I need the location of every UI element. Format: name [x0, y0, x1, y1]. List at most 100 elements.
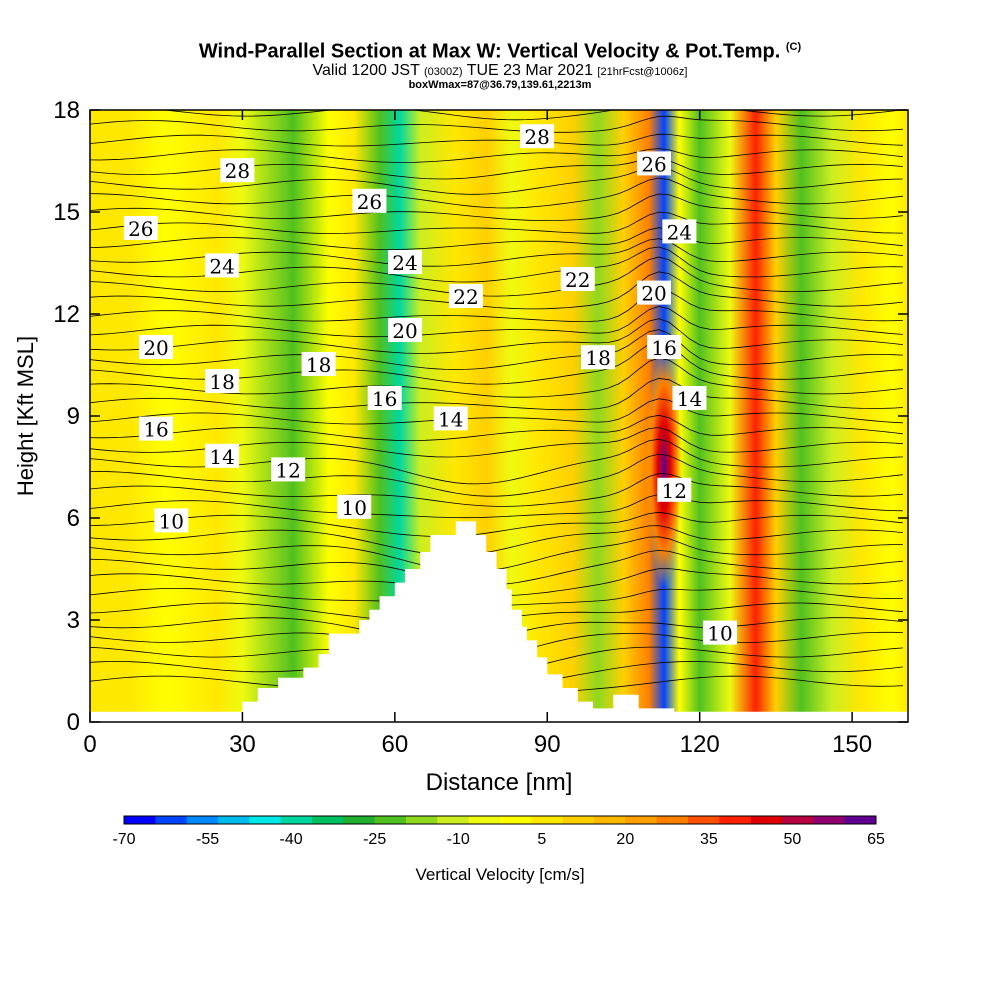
contour-label: 14	[672, 386, 707, 411]
contour-label-box	[636, 280, 671, 305]
colorbar-segment	[688, 816, 720, 824]
contour-label-box	[581, 345, 616, 370]
terrain-mask	[90, 521, 908, 722]
contour-label-text: 18	[585, 346, 610, 370]
isentrope-line	[90, 377, 903, 411]
isentrope-line	[90, 398, 903, 425]
contour-label-box	[352, 188, 387, 213]
isentrope-line	[90, 256, 903, 297]
y-tick-label: 9	[67, 403, 80, 430]
y-tick-label: 18	[53, 97, 80, 124]
colorbar-segment	[813, 816, 845, 824]
contour-label-text: 12	[662, 479, 687, 503]
copyright-mark: (C)	[785, 41, 802, 53]
colorbar-segment	[500, 816, 532, 824]
contour-label: 18	[301, 352, 336, 377]
contour-label-box	[220, 158, 255, 183]
isentrope-line	[90, 329, 903, 371]
colorbar-tick-label: 65	[867, 831, 885, 848]
colorbar-segment	[124, 816, 156, 824]
contour-label-text: 14	[677, 387, 702, 411]
x-tick-label: 150	[832, 731, 872, 758]
colorbar-segment	[155, 816, 187, 824]
contour-label: 24	[205, 253, 240, 278]
contour-label-box	[139, 416, 174, 441]
contour-label-box	[433, 406, 468, 431]
y-tick-label: 3	[67, 607, 80, 634]
contour-label: 12	[271, 457, 306, 482]
contour-label: 18	[581, 345, 616, 370]
isentrope-line	[90, 115, 903, 133]
isentrope-line	[90, 177, 903, 209]
contour-label-text: 10	[341, 496, 366, 520]
contour-label-text: 26	[357, 190, 382, 214]
y-tick-label: 12	[53, 301, 80, 328]
colorbar-segment	[750, 816, 783, 824]
valid-prefix: Valid 1200 JST	[312, 61, 420, 79]
chart-title-text: Wind-Parallel Section at Max W: Vertical…	[198, 40, 781, 63]
contour-label: 10	[703, 620, 738, 646]
contour-label: 20	[636, 280, 671, 306]
contour-label-text: 22	[565, 268, 590, 292]
colorbar-segment	[844, 816, 877, 824]
y-axis-label: Height [Kft MSL]	[13, 336, 38, 496]
contour-label-text: 26	[641, 152, 666, 176]
contour-label-box	[301, 352, 336, 376]
colorbar-tick-label: -40	[280, 831, 303, 848]
x-axis-label: Distance [nm]	[426, 769, 573, 796]
colorbar-tick-label: 50	[784, 831, 802, 848]
colorbar-tick-label: -25	[363, 831, 386, 848]
x-tick-label: 60	[381, 731, 408, 758]
contour-label: 18	[205, 369, 240, 394]
box-info: boxWmax=87@36.79,139.61,2213m	[408, 78, 592, 91]
valid-zulu: (0300Z)	[424, 65, 463, 78]
colorbar-segment	[406, 816, 438, 824]
contour-label-text: 10	[707, 622, 732, 646]
y-axis: 0 3 6 9 12 15 18	[53, 97, 908, 736]
colorbar-tick-label: -55	[196, 831, 219, 848]
colorbar-tick-label: 20	[616, 831, 634, 848]
contour-label-box	[647, 335, 682, 359]
isentrope-line	[90, 473, 903, 507]
contour-label-text: 16	[651, 336, 676, 360]
forecast-info: [21hrFcst@1006z]	[597, 65, 688, 78]
colorbar-label: Vertical Velocity [cm/s]	[415, 865, 584, 884]
isentrope-line	[90, 148, 903, 163]
isentrope-line	[90, 133, 903, 147]
colorbar-tick-label: 5	[537, 831, 546, 848]
colorbar-segment	[343, 816, 375, 824]
contour-label: 24	[662, 219, 697, 244]
isentrope-line	[90, 289, 903, 323]
contour-label-box	[388, 250, 423, 274]
contour-label: 10	[154, 508, 189, 533]
contour-label-box	[367, 386, 402, 410]
contour-label-text: 16	[372, 387, 397, 411]
contour-label-box	[520, 124, 555, 149]
valid-time-line: Valid 1200 JST (0300Z) TUE 23 Mar 2021 […	[0, 61, 1000, 80]
x-tick-label: 90	[534, 731, 561, 758]
colorbar-segment	[782, 816, 814, 824]
colorbar-segment	[186, 816, 219, 824]
contour-label: 22	[560, 267, 595, 292]
isentrope-line	[161, 110, 903, 121]
colorbar-segment	[312, 816, 344, 824]
contour-label-text: 24	[392, 251, 417, 275]
x-tick-label: 120	[680, 731, 720, 758]
contour-label-box	[205, 443, 240, 468]
colorbar-frame	[123, 815, 877, 825]
contour-label-box	[657, 477, 692, 502]
contour-label-box	[448, 284, 483, 308]
chart-title: Wind-Parallel Section at Max W: Vertical…	[0, 36, 1000, 63]
contour-label-box	[205, 253, 240, 278]
contour-labels: 28 26 26 28 26 24 24 24 22 22 20 20 20 18 18 18 16 16 16 14…	[123, 124, 738, 646]
contour-label-text: 20	[143, 336, 168, 360]
contour-label: 20	[139, 335, 174, 360]
contour-label: 16	[367, 386, 402, 411]
colorbar-segment	[249, 816, 281, 824]
colorbar-segment	[656, 816, 689, 824]
contour-label-box	[672, 386, 707, 410]
contour-label: 22	[448, 284, 483, 309]
y-tick-label: 6	[67, 505, 80, 532]
contour-label: 16	[139, 416, 174, 442]
